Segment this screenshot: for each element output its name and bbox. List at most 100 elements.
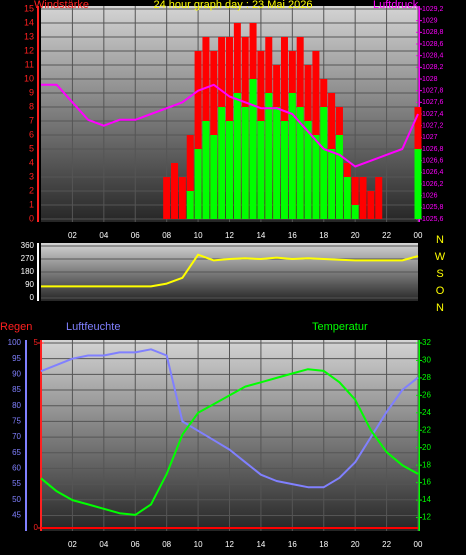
x-tick-label: 20 <box>351 540 360 549</box>
bar <box>351 177 359 219</box>
axis-label: Luftfeuchte <box>66 321 120 333</box>
x-tick-label: 10 <box>194 540 203 549</box>
y-tick-label: 180 <box>21 267 35 276</box>
y2-tick-label: 20 <box>422 443 431 452</box>
line <box>41 83 419 168</box>
bar <box>343 177 351 219</box>
y-tick-label: 13 <box>24 31 34 41</box>
compass-label: N <box>436 234 444 246</box>
bar <box>202 121 210 219</box>
y-tick-label: 360 <box>21 241 35 250</box>
bar <box>226 121 233 219</box>
x-tick-label: 02 <box>68 540 77 549</box>
y2-tick-label: 1028,2 <box>422 64 444 71</box>
y2-tick-label: 1026,4 <box>422 169 444 176</box>
x-tick-label: 02 <box>68 231 77 240</box>
y2-tick-label: 1028 <box>422 76 438 83</box>
y-tick-label: 8 <box>29 101 34 111</box>
bar <box>265 93 273 219</box>
y-tick-label: 50 <box>12 495 21 504</box>
y2-tick-label: 18 <box>422 460 431 469</box>
x-tick-label: 16 <box>288 540 297 549</box>
bar <box>249 79 257 219</box>
y2-tick-label: 1027,8 <box>422 88 444 95</box>
x-tick-label: 22 <box>382 231 391 240</box>
y2-tick-label: 12 <box>422 513 431 522</box>
x-tick-label: 18 <box>319 231 328 240</box>
y2-tick-label: 1027 <box>422 134 438 141</box>
compass-label: S <box>436 268 443 280</box>
axis-label: Temperatur <box>312 321 368 333</box>
x-tick-label: 00 <box>414 231 423 240</box>
y3-tick-label: 5 <box>34 338 39 347</box>
y-tick-label: 95 <box>12 354 21 363</box>
y-tick-label: 4 <box>29 157 34 167</box>
compass-label: W <box>435 251 446 263</box>
y-tick-label: 10 <box>24 73 34 83</box>
y-tick-label: 65 <box>12 448 21 457</box>
y-tick-label: 0 <box>30 293 35 302</box>
bar <box>218 107 226 219</box>
bar <box>296 107 304 219</box>
y2-tick-label: 1025,6 <box>422 216 444 223</box>
bar <box>194 149 202 219</box>
y2-tick-label: 22 <box>422 425 431 434</box>
y-tick-label: 45 <box>12 511 21 520</box>
bar <box>328 149 336 219</box>
line <box>40 368 419 516</box>
x-tick-label: 06 <box>131 231 140 240</box>
y2-tick-label: 14 <box>422 495 431 504</box>
compass-label: N <box>436 302 444 314</box>
x-tick-label: 08 <box>162 540 171 549</box>
axis-label: Regen <box>0 321 32 333</box>
bar <box>351 205 359 219</box>
bar <box>186 191 194 219</box>
line <box>41 253 419 288</box>
y2-tick-label: 1026,2 <box>422 181 444 188</box>
y2-tick-label: 1029,2 <box>422 6 444 13</box>
axis-label: Luftdruck <box>373 0 419 11</box>
y2-tick-label: 24 <box>422 408 431 417</box>
bar <box>280 121 288 219</box>
y-tick-label: 5 <box>29 143 34 153</box>
y-tick-label: 270 <box>21 254 35 263</box>
y2-tick-label: 32 <box>422 338 431 347</box>
y-tick-label: 60 <box>12 464 21 473</box>
y2-tick-label: 30 <box>422 356 431 365</box>
y-tick-label: 100 <box>8 338 22 347</box>
y-tick-label: 12 <box>24 45 34 55</box>
bar <box>257 121 265 219</box>
y2-tick-label: 1026 <box>422 193 438 200</box>
bar <box>367 191 375 219</box>
y2-tick-label: 28 <box>422 373 431 382</box>
x-tick-label: 04 <box>99 231 108 240</box>
y3-tick-label: 0 <box>34 523 39 532</box>
x-tick-label: 16 <box>288 231 297 240</box>
y2-tick-label: 1028,8 <box>422 29 444 36</box>
bar <box>194 51 202 219</box>
axis-label: Windstärke <box>34 0 89 11</box>
x-tick-label: 22 <box>382 540 391 549</box>
y-tick-label: 9 <box>29 87 34 97</box>
bar <box>233 93 241 219</box>
y-tick-label: 7 <box>29 115 34 125</box>
y2-tick-label: 1026,8 <box>422 146 444 153</box>
y2-tick-label: 1028,6 <box>422 41 444 48</box>
y2-tick-label: 1028,4 <box>422 53 444 60</box>
x-tick-label: 18 <box>319 540 328 549</box>
y-tick-label: 11 <box>25 59 34 69</box>
y-tick-label: 1 <box>29 199 34 209</box>
x-tick-label: 20 <box>351 231 360 240</box>
y2-tick-label: 16 <box>422 478 431 487</box>
y-tick-label: 90 <box>12 369 21 378</box>
y2-tick-label: 1027,6 <box>422 99 444 106</box>
bar <box>359 177 367 219</box>
x-tick-label: 12 <box>225 540 234 549</box>
y-tick-label: 90 <box>25 280 34 289</box>
bar <box>210 135 218 219</box>
bar <box>163 177 171 219</box>
y-tick-label: 2 <box>29 185 34 195</box>
bar <box>178 177 186 219</box>
